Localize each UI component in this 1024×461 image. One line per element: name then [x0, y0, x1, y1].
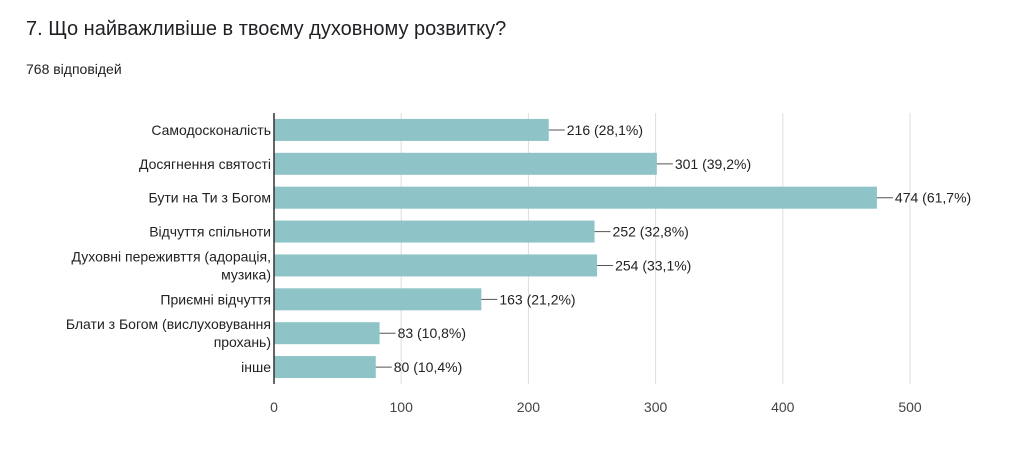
category-label-6: Блати з Богом (вислуховування прохань): [66, 316, 271, 350]
x-tick-label-300: 300: [644, 399, 668, 415]
data-label-7: 80 (10,4%): [394, 359, 462, 375]
category-label-5: Приємні відчуття: [160, 291, 271, 307]
question-title: 7. Що найважливіше в твоєму духовному ро…: [26, 18, 507, 40]
category-label-2: Бути на Ти з Богом: [148, 190, 271, 206]
x-tick-label-500: 500: [898, 399, 922, 415]
category-label-1: Досягнення святості: [139, 156, 271, 172]
bar-2: [274, 186, 877, 209]
bar-4: [274, 254, 598, 277]
category-label-4: Духовні переживття (адорація, музика): [71, 248, 271, 282]
data-label-4: 254 (33,1%): [615, 257, 691, 273]
response-count: 768 відповідей: [26, 61, 122, 77]
x-tick-label-200: 200: [517, 399, 541, 415]
x-tick-label-400: 400: [771, 399, 795, 415]
bar-3: [274, 220, 595, 243]
data-label-3: 252 (32,8%): [613, 224, 689, 240]
bar-0: [274, 118, 549, 141]
category-label-0: Самодосконалість: [151, 122, 271, 138]
data-label-2: 474 (61,7%): [895, 190, 971, 206]
data-label-0: 216 (28,1%): [567, 122, 643, 138]
bar-7: [274, 356, 376, 379]
bar-1: [274, 152, 657, 175]
bar-6: [274, 322, 380, 345]
data-label-6: 83 (10,8%): [398, 325, 466, 341]
x-tick-label-0: 0: [270, 399, 278, 415]
data-label-1: 301 (39,2%): [675, 156, 751, 172]
category-label-7: інше: [241, 359, 271, 375]
x-tick-label-100: 100: [390, 399, 414, 415]
category-label-3: Відчуття спільноти: [149, 224, 271, 240]
data-label-5: 163 (21,2%): [499, 291, 575, 307]
bar-5: [274, 288, 482, 311]
